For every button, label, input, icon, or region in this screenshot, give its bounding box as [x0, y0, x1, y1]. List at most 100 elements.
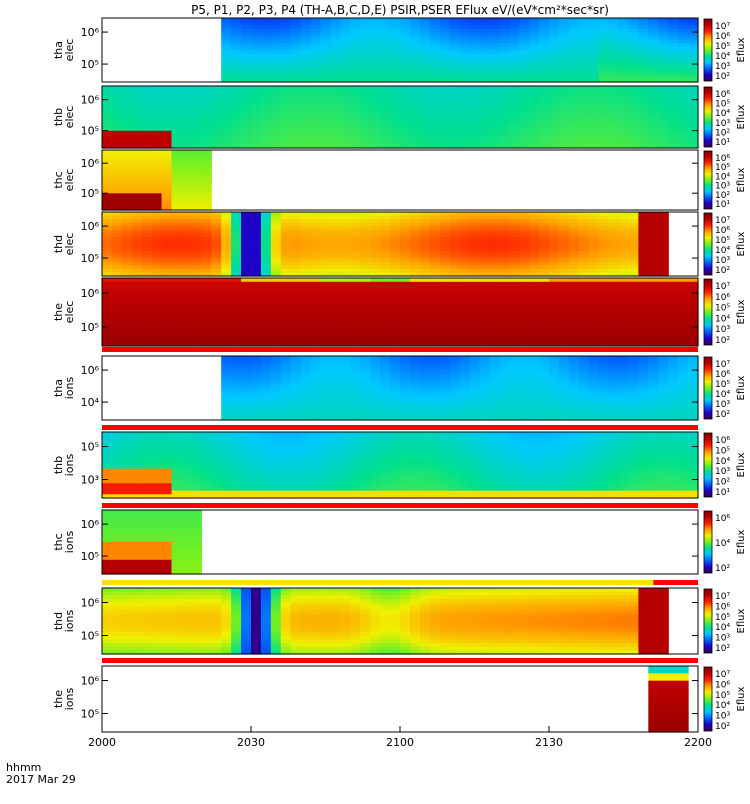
spectrogram-cell	[301, 216, 312, 220]
spectrogram-cell	[499, 338, 510, 342]
spectrogram-cell	[400, 32, 411, 36]
spectrogram-cell	[499, 22, 510, 26]
spectrogram-cell	[539, 233, 550, 237]
spectrogram-cell	[380, 114, 391, 118]
spectrogram-cell	[400, 117, 411, 121]
spectrogram-cell	[499, 327, 510, 331]
spectrogram-cell	[221, 278, 232, 282]
spectrogram-cell	[450, 384, 461, 388]
spectrogram-cell	[251, 301, 262, 305]
spectrogram-cell	[241, 312, 252, 316]
spectrogram-cell	[420, 237, 431, 241]
spectrogram-cell	[191, 114, 202, 118]
spectrogram-cell	[678, 110, 689, 114]
spectrogram-cell	[539, 360, 550, 364]
spectrogram-cell	[410, 395, 421, 399]
spectrogram-cell	[301, 43, 312, 47]
spectrogram-cell	[509, 399, 520, 403]
spectrogram-cell	[271, 110, 282, 114]
spectrogram-cell	[271, 289, 282, 293]
spectrogram-cell	[579, 286, 590, 290]
spectrogram-cell	[529, 50, 540, 54]
spectrogram-cell	[350, 103, 361, 107]
spectrogram-cell	[231, 323, 242, 327]
spectrogram-cell	[142, 278, 153, 282]
spectrogram-cell	[559, 331, 570, 335]
spectrogram-cell	[241, 265, 252, 269]
spectrogram-cell	[281, 312, 292, 316]
spectrogram-cell	[599, 114, 610, 118]
spectrogram-cell	[360, 86, 371, 90]
spectrogram-cell	[251, 392, 262, 396]
spectrogram-cell	[589, 320, 600, 324]
spectrogram-cell	[430, 363, 441, 367]
spectrogram-cell	[460, 356, 471, 360]
spectrogram-cell	[390, 312, 401, 316]
spectrogram-cell	[251, 226, 262, 230]
spectrogram-cell	[360, 399, 371, 403]
spectrogram-cell	[400, 360, 411, 364]
spectrogram-cell	[440, 25, 451, 29]
spectrogram-cell	[390, 384, 401, 388]
spectrogram-cell	[559, 374, 570, 378]
spectrogram-cell	[579, 124, 590, 128]
spectrogram-cell	[261, 223, 272, 227]
spectrogram-cell	[221, 25, 232, 29]
spectrogram-cell	[181, 212, 192, 216]
spectrogram-cell	[648, 32, 659, 36]
spectrogram-cell	[450, 89, 461, 93]
spectrogram-cell	[281, 258, 292, 262]
spectrogram-cell	[102, 320, 113, 324]
spectrogram-cell	[658, 138, 669, 142]
spectrogram-cell	[400, 131, 411, 135]
spectrogram-cell	[479, 93, 490, 97]
spectrogram-cell	[410, 68, 421, 72]
spectrogram-cell	[132, 262, 143, 266]
spectrogram-cell	[470, 237, 481, 241]
spectrogram-cell	[489, 301, 500, 305]
spectrogram-cell	[579, 50, 590, 54]
spectrogram-cell	[291, 409, 302, 413]
spectrogram-cell	[390, 338, 401, 342]
spectrogram-cell	[589, 219, 600, 223]
spectrogram-cell	[271, 39, 282, 43]
spectrogram-cell	[291, 248, 302, 252]
spectrogram-cell	[330, 269, 341, 273]
spectrogram-cell	[420, 323, 431, 327]
spectrogram-cell	[599, 103, 610, 107]
spectrogram-cell	[142, 316, 153, 320]
spectrogram-cell	[619, 308, 630, 312]
spectrogram-cell	[390, 399, 401, 403]
spectrogram-cell	[470, 124, 481, 128]
spectrogram-cell	[410, 131, 421, 135]
spectrogram-cell	[599, 89, 610, 93]
spectrogram-cell	[350, 18, 361, 22]
spectrogram-cell	[241, 237, 252, 241]
spectrogram-cell	[430, 141, 441, 145]
spectrogram-cell	[678, 304, 689, 308]
spectrogram-cell	[440, 131, 451, 135]
spectrogram-cell	[340, 269, 351, 273]
spectrogram-cell	[609, 75, 620, 79]
spectrogram-cell	[559, 141, 570, 145]
spectrogram-cell	[559, 286, 570, 290]
spectrogram-cell	[330, 381, 341, 385]
spectrogram-cell	[162, 216, 173, 220]
spectrogram-cell	[460, 71, 471, 75]
spectrogram-cell	[261, 308, 272, 312]
spectrogram-cell	[519, 50, 530, 54]
spectrogram-cell	[301, 230, 312, 234]
spectrogram-cell	[330, 39, 341, 43]
spectrogram-cell	[589, 251, 600, 255]
spectrogram-cell	[668, 36, 679, 40]
spectrogram-cell	[499, 18, 510, 22]
spectrogram-cell	[251, 233, 262, 237]
spectrogram-cell	[271, 395, 282, 399]
spectrogram-cell	[291, 406, 302, 410]
spectrogram-cell	[549, 338, 560, 342]
spectrogram-cell	[450, 293, 461, 297]
spectrogram-cell	[390, 258, 401, 262]
spectrogram-cell	[579, 370, 590, 374]
spectrogram-cell	[251, 399, 262, 403]
spectrogram-cell	[460, 75, 471, 79]
